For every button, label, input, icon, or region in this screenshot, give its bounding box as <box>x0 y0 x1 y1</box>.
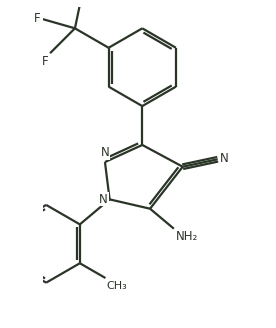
Text: N: N <box>100 146 109 159</box>
Text: N: N <box>220 152 229 165</box>
Text: F: F <box>34 12 41 26</box>
Text: F: F <box>42 55 49 68</box>
Text: CH₃: CH₃ <box>106 281 127 291</box>
Text: NH₂: NH₂ <box>176 230 198 243</box>
Text: N: N <box>99 193 108 206</box>
